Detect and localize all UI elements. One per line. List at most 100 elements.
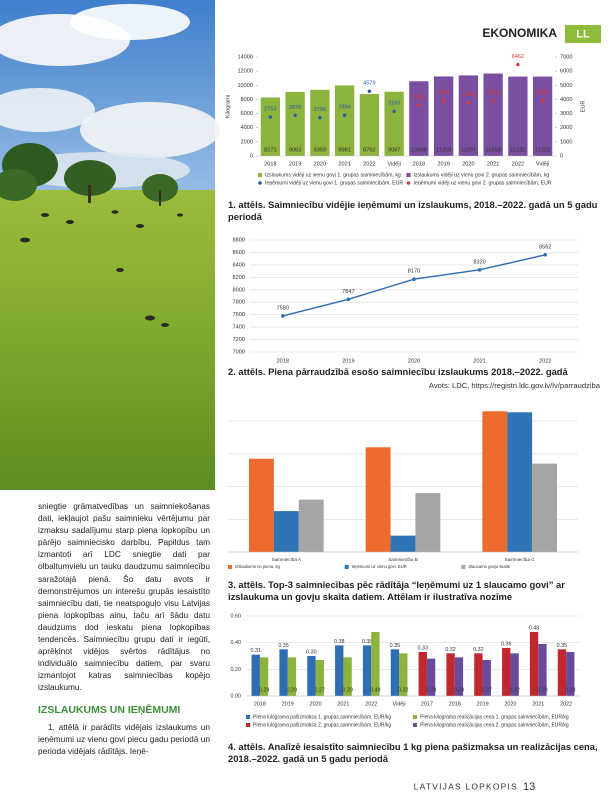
data-label: 9063: [289, 147, 301, 153]
x-tick-label: 2018: [254, 701, 266, 707]
bar: [259, 657, 269, 696]
bar: [508, 76, 528, 156]
y-axis-title: Kilogrami: [225, 95, 231, 118]
dot: [318, 116, 322, 120]
dot: [540, 99, 545, 103]
data-label: 11397: [461, 147, 476, 153]
bar: [390, 649, 400, 696]
data-label: 11223: [535, 147, 550, 153]
data-label: 0.30: [306, 649, 317, 655]
data-label: 0.32: [473, 647, 484, 653]
data-label: 8762: [363, 147, 375, 153]
y-tick-label: 0: [250, 153, 253, 159]
x-tick-label: 2020: [314, 161, 326, 167]
bar: [409, 81, 429, 156]
x-tick-label: 2019: [477, 701, 489, 707]
bar: [418, 652, 427, 696]
data-label: 0.35: [557, 643, 568, 649]
bar: [365, 447, 391, 552]
y2-tick-label: 2000: [560, 125, 572, 131]
data-label: 0.29: [287, 687, 298, 693]
x-tick-label: 2018: [277, 358, 289, 364]
legend-marker: [406, 181, 411, 185]
dot: [367, 89, 372, 93]
y2-axis-title: EUR: [580, 101, 586, 113]
bar: [273, 511, 299, 552]
legend-marker: [246, 723, 250, 727]
y-tick-label: 7400: [233, 325, 245, 331]
y2-tick-label: 5000: [560, 83, 572, 89]
legend-label: Piena kilograma realizācijas cena 1. gru…: [420, 714, 569, 720]
data-label: 0.48: [370, 687, 381, 693]
data-label: 2753: [264, 107, 276, 113]
charts: 0 2000 4000 6000 8000 10000 12000 14000 0 1000 200…: [225, 54, 586, 728]
legend-marker: [228, 565, 232, 569]
page-number: 13: [523, 781, 535, 793]
legend-label: Ieņēmumi vidēji uz vienu govi 2. grupas …: [414, 180, 552, 186]
bar: [390, 535, 416, 552]
legend-label: Slaucamo govju skaits: [468, 564, 510, 569]
bar: [371, 632, 380, 696]
y-tick-label: 2000: [241, 139, 253, 145]
footer-magazine: LATVIJAS LOPKOPIS: [414, 781, 518, 791]
bar: [298, 499, 324, 552]
dot: [268, 115, 273, 119]
data-label: 0.29: [342, 687, 353, 693]
y-tick-label: 8200: [233, 275, 245, 281]
section-title: EKONOMIKA: [482, 26, 557, 40]
legend-label: Izslaukums no piena, kg: [235, 564, 281, 569]
y-tick-label: 8000: [233, 287, 245, 293]
logo: LL: [576, 28, 590, 40]
x-tick-label: 2020: [408, 358, 420, 364]
x-tick-label: Saimniecība B: [388, 557, 418, 562]
x-tick-label: 2019: [289, 161, 301, 167]
legend-marker: [413, 715, 417, 719]
data-label: 0.32: [445, 647, 456, 653]
x-tick-label: 2021: [532, 701, 544, 707]
data-label: 3768: [462, 92, 474, 98]
bar: [458, 75, 479, 156]
data-label: 0.28: [426, 687, 437, 693]
y-tick-label: 7800: [233, 300, 245, 306]
x-tick-label: 2020: [462, 161, 474, 167]
legend-marker: [461, 565, 466, 569]
bar: [359, 94, 380, 156]
legend-label: Izslaukums vidēji uz vienu govi 2. grupa…: [414, 172, 550, 178]
x-tick-label: 2022: [363, 161, 375, 167]
y-tick-label: 0.20: [231, 667, 242, 673]
dot: [491, 99, 495, 103]
x-tick-label: 2021: [338, 161, 350, 167]
chart: 0 2000 4000 6000 8000 10000 12000 14000 0 1000 200…: [225, 54, 586, 186]
data-label: 0.35: [278, 643, 289, 649]
dot: [516, 62, 520, 67]
data-label: 0.48: [529, 625, 540, 631]
x-tick-label: 2018: [264, 161, 276, 167]
y-tick-label: 8800: [233, 237, 245, 243]
y-tick-label: 0.40: [231, 640, 242, 646]
y2-tick-label: 1000: [560, 139, 572, 145]
legend-label: Piena kilograma pašizmaksa 1. grupas sai…: [253, 714, 391, 720]
bar: [474, 653, 483, 696]
data-label: 3895: [536, 90, 548, 96]
dot: [466, 101, 471, 105]
bar: [532, 463, 557, 552]
x-tick-label: 2019: [342, 358, 354, 364]
figure-caption: 4. attēls. Analīzē iesaistīto saimniecīb…: [228, 741, 598, 765]
y2-tick-label: 4000: [560, 97, 572, 103]
x-tick-label: Vidēji: [393, 701, 406, 707]
y-tick-label: 4000: [241, 125, 253, 131]
bar: [538, 644, 547, 696]
data-label: 7847: [342, 289, 354, 295]
legend-label: Izslaukums vidēji uz vienu govi 1. grupa…: [265, 172, 401, 178]
data-label: 11250: [436, 147, 451, 153]
x-tick-label: 2021: [473, 358, 485, 364]
data-label: 3166: [388, 101, 400, 107]
point: [281, 314, 285, 318]
y-tick-label: 7000: [233, 349, 245, 355]
paragraph: sniegtie grāmatvedības un saimniekošanas…: [38, 501, 210, 693]
figure-caption: 2. attēls. Piena pārraudzībā esošo saimn…: [228, 366, 568, 377]
legend-marker: [258, 181, 262, 185]
y2-tick-label: 7000: [560, 54, 572, 60]
